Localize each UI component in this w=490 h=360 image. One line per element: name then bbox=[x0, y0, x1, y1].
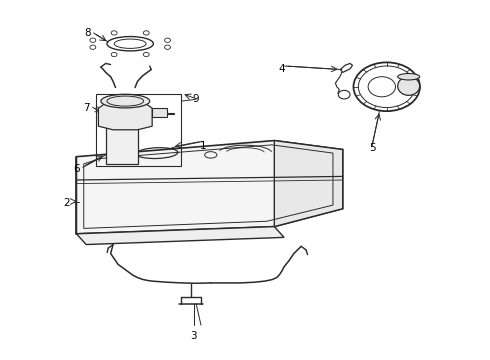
Text: 5: 5 bbox=[369, 143, 375, 153]
Text: 9: 9 bbox=[193, 94, 199, 104]
Text: 1: 1 bbox=[200, 141, 207, 151]
Polygon shape bbox=[274, 140, 343, 226]
Text: 7: 7 bbox=[83, 103, 90, 113]
Circle shape bbox=[165, 38, 171, 42]
Text: 6: 6 bbox=[73, 164, 80, 174]
Circle shape bbox=[143, 31, 149, 35]
Text: 3: 3 bbox=[191, 331, 197, 341]
Circle shape bbox=[111, 52, 117, 57]
Bar bbox=[106, 126, 138, 164]
Circle shape bbox=[111, 31, 117, 35]
Text: 8: 8 bbox=[84, 28, 91, 38]
Polygon shape bbox=[76, 226, 284, 244]
Ellipse shape bbox=[398, 73, 419, 80]
Text: 4: 4 bbox=[278, 64, 285, 74]
Ellipse shape bbox=[101, 94, 150, 108]
Ellipse shape bbox=[398, 77, 419, 95]
Circle shape bbox=[143, 52, 149, 57]
Text: 2: 2 bbox=[63, 198, 70, 208]
Circle shape bbox=[90, 38, 96, 42]
Circle shape bbox=[165, 45, 171, 49]
Polygon shape bbox=[76, 140, 343, 234]
Polygon shape bbox=[98, 103, 152, 130]
Bar bbox=[152, 108, 167, 117]
Bar bbox=[96, 94, 181, 166]
Circle shape bbox=[90, 45, 96, 49]
